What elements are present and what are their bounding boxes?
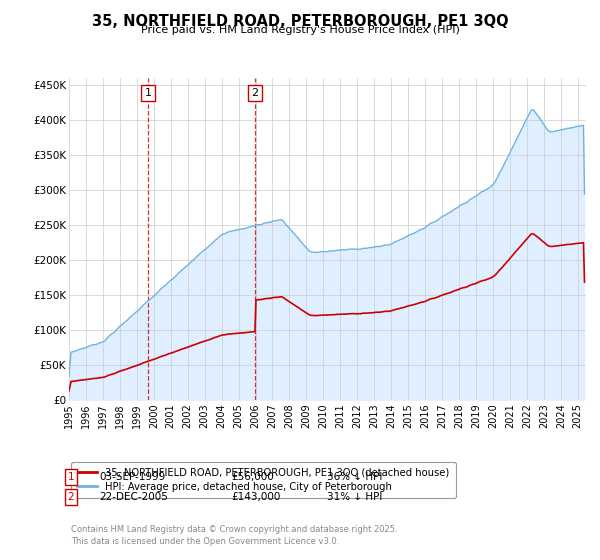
Legend: 35, NORTHFIELD ROAD, PETERBOROUGH, PE1 3QQ (detached house), HPI: Average price,: 35, NORTHFIELD ROAD, PETERBOROUGH, PE1 3… [71,462,455,498]
Text: £56,000: £56,000 [231,472,274,482]
Text: 22-DEC-2005: 22-DEC-2005 [99,492,168,502]
Text: 35, NORTHFIELD ROAD, PETERBOROUGH, PE1 3QQ: 35, NORTHFIELD ROAD, PETERBOROUGH, PE1 3… [92,14,508,29]
Text: 1: 1 [145,88,152,98]
Text: 31% ↓ HPI: 31% ↓ HPI [327,492,382,502]
Text: 36% ↓ HPI: 36% ↓ HPI [327,472,382,482]
Text: 1: 1 [67,472,74,482]
Text: £143,000: £143,000 [231,492,280,502]
Text: Contains HM Land Registry data © Crown copyright and database right 2025.
This d: Contains HM Land Registry data © Crown c… [71,525,397,546]
Text: 2: 2 [251,88,259,98]
Text: Price paid vs. HM Land Registry's House Price Index (HPI): Price paid vs. HM Land Registry's House … [140,25,460,35]
Text: 03-SEP-1999: 03-SEP-1999 [99,472,165,482]
Text: 2: 2 [67,492,74,502]
